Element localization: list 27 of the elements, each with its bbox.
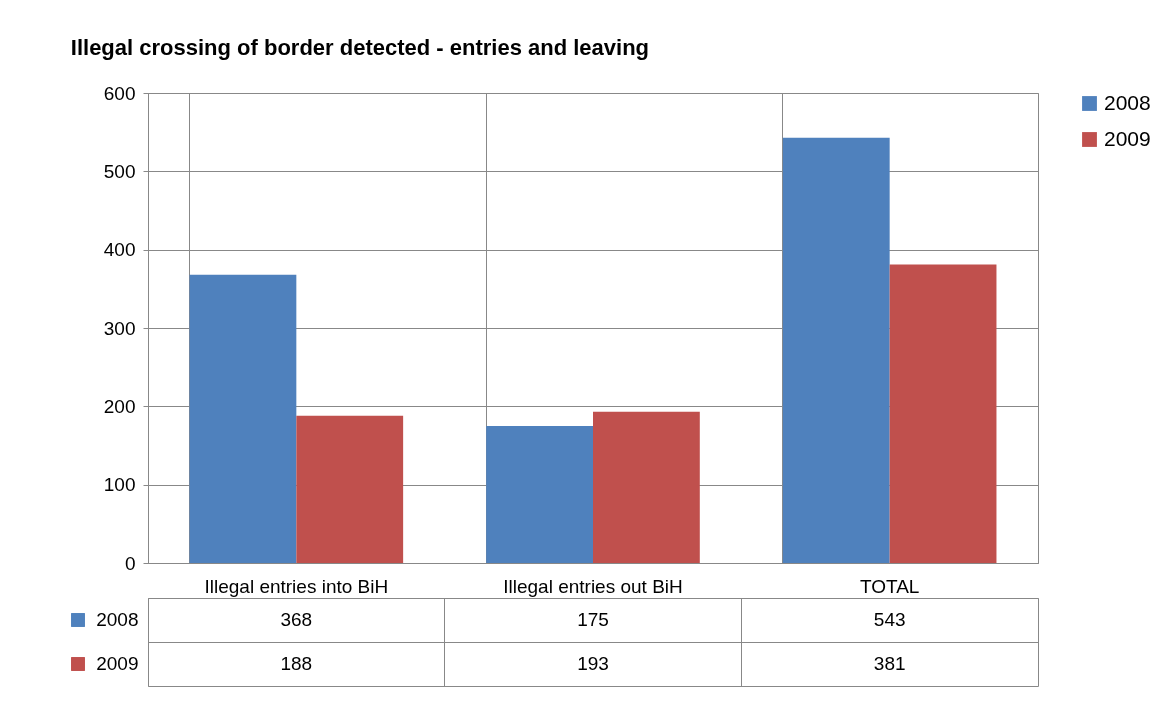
y-tick-label: 0 — [124, 552, 136, 574]
data-label: 188 — [280, 653, 313, 674]
bar — [782, 137, 890, 563]
bar — [486, 425, 593, 563]
x-tick-label: TOTAL — [859, 575, 920, 597]
data-label: 175 — [577, 609, 609, 630]
data-label: 381 — [873, 653, 906, 674]
y-tick-label: 200 — [103, 395, 136, 417]
y-tick-label: 100 — [103, 474, 136, 496]
y-tick-label: 300 — [103, 317, 136, 339]
bar — [889, 264, 997, 563]
y-tick-label: 400 — [103, 239, 136, 261]
x-tick-label: Illegal entries into BiH — [204, 575, 389, 597]
y-tick-label: 500 — [103, 160, 136, 182]
text: 2009 — [96, 653, 139, 674]
y-tick-label: 600 — [103, 82, 136, 104]
text: 2008 — [1104, 90, 1151, 114]
chart-title: Illegal crossing of border detected - entries and leaving — [70, 34, 650, 60]
bar — [189, 274, 297, 563]
x-tick-label: Illegal entries out BiH — [503, 575, 683, 597]
legend-label: 2008 — [96, 609, 139, 630]
bar — [593, 411, 700, 563]
data-label: 193 — [577, 653, 609, 674]
bar — [296, 415, 404, 563]
data-label: 543 — [873, 609, 906, 630]
data-label: 368 — [280, 609, 313, 630]
legend-label: 2009 — [1104, 126, 1151, 150]
